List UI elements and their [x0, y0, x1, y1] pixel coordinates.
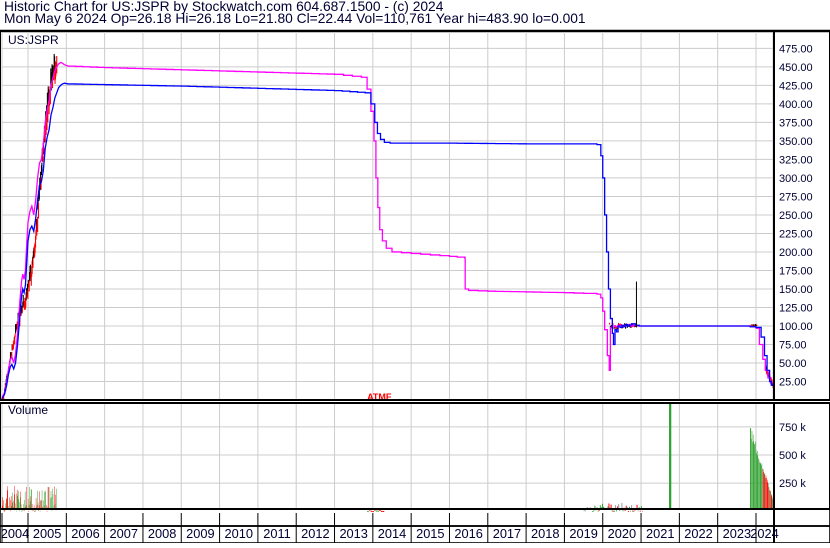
- svg-text:2018: 2018: [531, 526, 559, 541]
- svg-text:2023: 2023: [723, 526, 751, 541]
- svg-text:150.00: 150.00: [779, 284, 813, 296]
- svg-text:2021: 2021: [646, 526, 674, 541]
- svg-text:100.00: 100.00: [779, 321, 813, 333]
- svg-text:50.00: 50.00: [779, 358, 807, 370]
- svg-text:2006: 2006: [71, 526, 99, 541]
- svg-text:350.00: 350.00: [779, 136, 813, 148]
- svg-text:2013: 2013: [339, 526, 367, 541]
- svg-text:250 k: 250 k: [779, 478, 806, 490]
- svg-text:2007: 2007: [110, 526, 138, 541]
- svg-text:2009: 2009: [186, 526, 214, 541]
- svg-text:2017: 2017: [493, 526, 521, 541]
- svg-text:2012: 2012: [301, 526, 329, 541]
- svg-text:2004: 2004: [1, 526, 29, 541]
- svg-text:450.00: 450.00: [779, 62, 813, 74]
- svg-text:Mon May 6 2024 Op=26.18 Hi=: Mon May 6 2024 Op=26.18 Hi=26.18 Lo=21.8…: [4, 11, 586, 26]
- svg-text:225.00: 225.00: [779, 228, 813, 240]
- svg-text:2005: 2005: [33, 526, 61, 541]
- svg-text:375.00: 375.00: [779, 117, 813, 129]
- svg-text:275.00: 275.00: [779, 191, 813, 203]
- svg-text:2010: 2010: [225, 526, 253, 541]
- svg-text:2014: 2014: [378, 526, 406, 541]
- svg-text:2015: 2015: [416, 526, 444, 541]
- svg-text:25.00: 25.00: [779, 376, 807, 388]
- svg-text:2020: 2020: [608, 526, 636, 541]
- svg-text:250.00: 250.00: [779, 210, 813, 222]
- svg-text:US:JSPR: US:JSPR: [8, 33, 59, 47]
- svg-text:2016: 2016: [454, 526, 482, 541]
- svg-text:425.00: 425.00: [779, 80, 813, 92]
- svg-text:2024: 2024: [750, 526, 778, 541]
- svg-text:200.00: 200.00: [779, 247, 813, 259]
- svg-text:2019: 2019: [569, 526, 597, 541]
- svg-text:325.00: 325.00: [779, 154, 813, 166]
- svg-text:475.00: 475.00: [779, 43, 813, 55]
- svg-text:125.00: 125.00: [779, 302, 813, 314]
- svg-text:75.00: 75.00: [779, 339, 807, 351]
- svg-text:2011: 2011: [263, 526, 291, 541]
- svg-text:300.00: 300.00: [779, 173, 813, 185]
- svg-text:Volume: Volume: [8, 403, 48, 417]
- svg-text:2022: 2022: [684, 526, 712, 541]
- svg-text:175.00: 175.00: [779, 265, 813, 277]
- svg-text:400.00: 400.00: [779, 99, 813, 111]
- svg-text:500 k: 500 k: [779, 450, 806, 462]
- svg-text:750 k: 750 k: [779, 422, 806, 434]
- svg-text:2008: 2008: [148, 526, 176, 541]
